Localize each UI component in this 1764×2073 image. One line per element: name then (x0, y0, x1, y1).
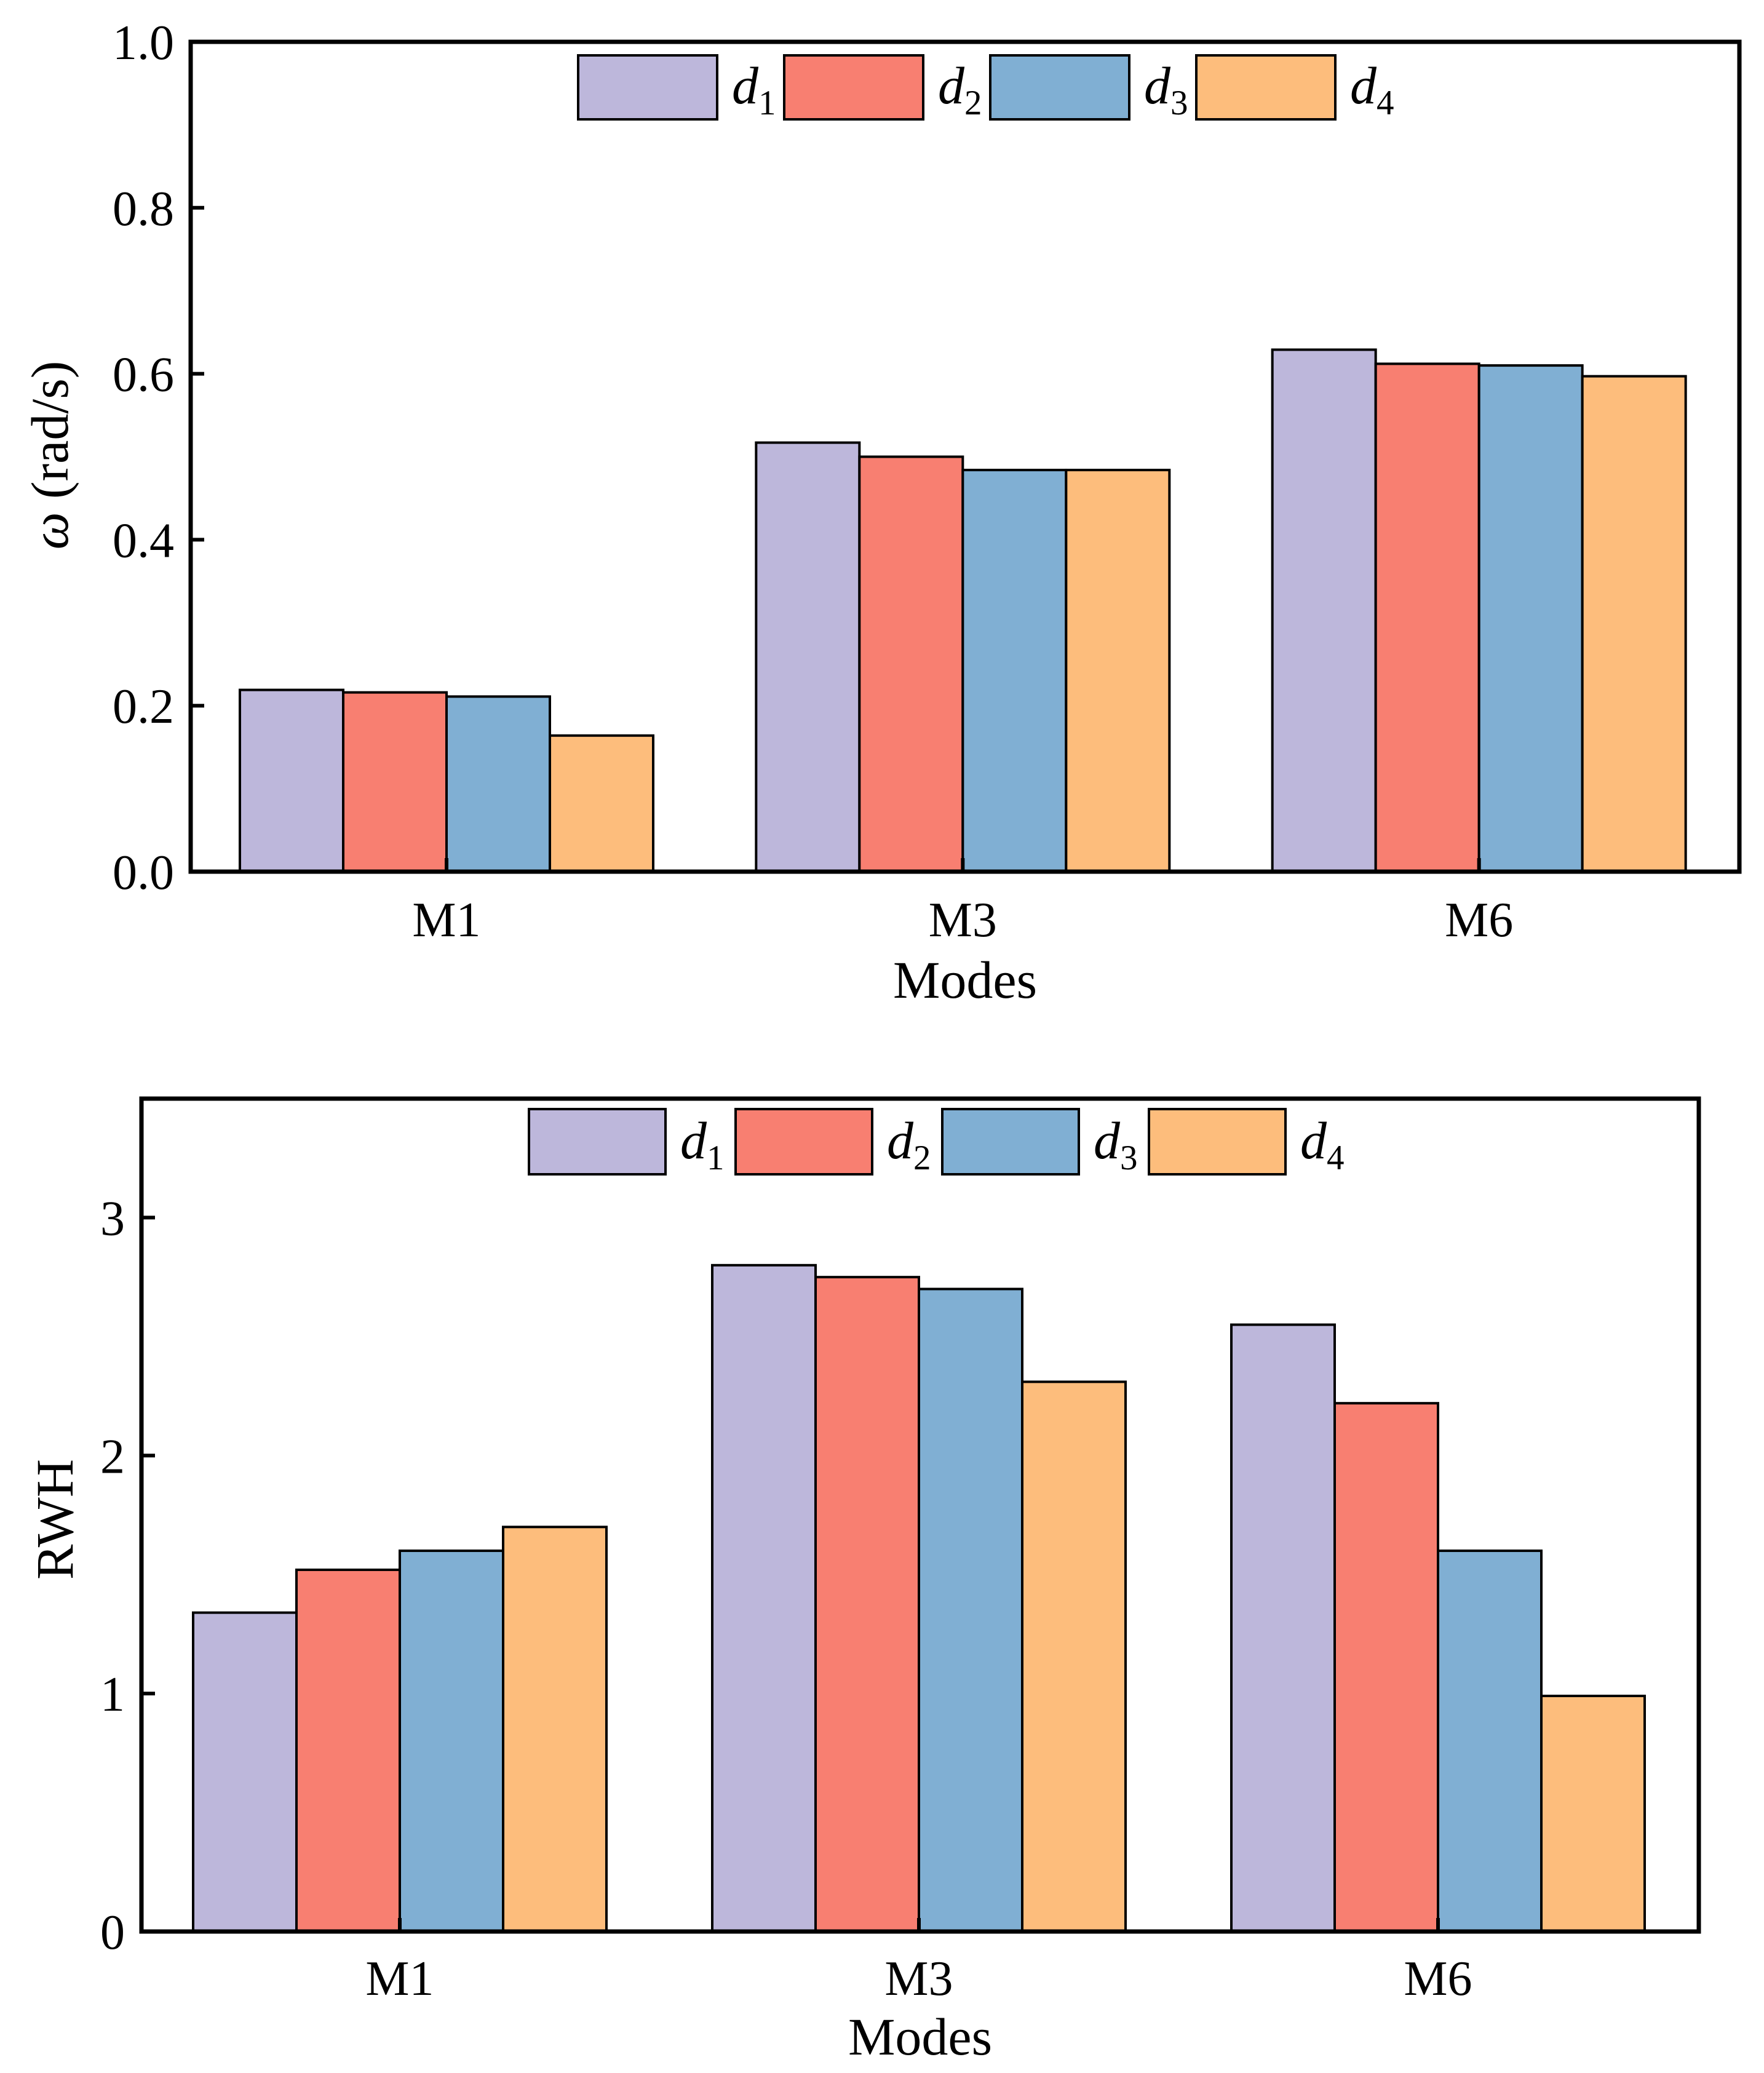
plot-frame (188, 39, 1742, 874)
legend-label-d3: d3 (1094, 1111, 1138, 1177)
legend-label-main: d (1144, 56, 1171, 115)
legend-label-d1: d1 (680, 1111, 725, 1177)
y-tick-label: 1 (100, 1668, 125, 1722)
legend-label-d3: d3 (1144, 56, 1188, 122)
bar-m3-d2 (814, 1276, 920, 1933)
y-tick-label: 3 (100, 1192, 125, 1246)
legend-swatch-d2 (783, 54, 924, 121)
y-tick-label: 0.0 (113, 846, 174, 900)
x-axis-label: Modes (893, 950, 1037, 1009)
legend-label-d1: d1 (732, 56, 776, 122)
x-tick-label: M3 (884, 1952, 953, 2006)
legend-label-subscript: 3 (1170, 84, 1188, 122)
legend-label-d2: d2 (887, 1111, 931, 1177)
bar-m3-d2 (858, 455, 964, 873)
bar-m1-d4 (502, 1526, 608, 1933)
legend-swatch-d3 (941, 1108, 1080, 1176)
legend-swatch-d4 (1195, 54, 1337, 121)
y-tick-label: 0.4 (113, 514, 174, 568)
bar-m1-d2 (342, 691, 448, 873)
legend: d1 d2 d3 d4 (577, 54, 1394, 122)
legend-label-main: d (1350, 56, 1377, 115)
legend-label-subscript: 3 (1120, 1139, 1138, 1177)
bar-m6-d3 (1437, 1550, 1543, 1933)
x-tick-label: M1 (365, 1952, 434, 2006)
legend-label-main: d (1300, 1111, 1327, 1170)
y-tick-label: 2 (100, 1430, 125, 1484)
y-axis-label: RWH (25, 1459, 84, 1580)
bar-m6-d4 (1581, 375, 1687, 873)
bar-m3-d3 (918, 1287, 1023, 1933)
bar-m6-d3 (1477, 364, 1584, 873)
legend-label-d4: d4 (1300, 1111, 1345, 1177)
y-tick-label: 0.8 (113, 182, 174, 236)
legend-label-main: d (680, 1111, 707, 1170)
bar-m3-d3 (961, 469, 1068, 873)
bar-m3-d4 (1021, 1380, 1127, 1933)
legend-label-subscript: 4 (1327, 1139, 1345, 1177)
y-axis-label-symbol: ω (20, 512, 79, 550)
bar-m1-d3 (445, 695, 551, 873)
bar-m1-d1 (192, 1611, 298, 1933)
bar-m1-d3 (399, 1550, 504, 1933)
bar-m6-d1 (1271, 348, 1377, 873)
y-tick-label: 1.0 (113, 16, 174, 70)
legend-label-subscript: 1 (707, 1139, 725, 1177)
legend-label-main: d (887, 1111, 914, 1170)
x-tick-label: M1 (412, 893, 480, 947)
legend-label-d4: d4 (1350, 56, 1394, 122)
bar-m6-d2 (1333, 1402, 1439, 1933)
legend-swatch-d4 (1148, 1108, 1287, 1176)
bar-m3-d1 (755, 441, 861, 873)
bar-m6-d4 (1540, 1695, 1646, 1933)
legend-swatch-d2 (734, 1108, 873, 1176)
legend-label-subscript: 4 (1377, 84, 1394, 122)
legend-swatch-d1 (577, 54, 718, 121)
legend-label-subscript: 1 (758, 84, 776, 122)
bar-m6-d1 (1230, 1323, 1336, 1933)
y-axis-label: ω (rad/s) (20, 361, 79, 550)
y-axis-label-text: RWH (25, 1459, 84, 1580)
legend-swatch-d1 (528, 1108, 667, 1176)
legend-swatch-d3 (989, 54, 1130, 121)
y-axis-label-text: (rad/s) (20, 361, 79, 512)
bar-m1-d2 (295, 1568, 401, 1933)
bar-m1-d1 (239, 688, 344, 873)
bar-m1-d4 (549, 734, 654, 873)
legend-label-main: d (732, 56, 759, 115)
bar-m3-d1 (711, 1263, 817, 1933)
bar-m3-d4 (1065, 469, 1171, 873)
legend-label-main: d (1094, 1111, 1121, 1170)
y-tick-label: 0.6 (113, 348, 174, 402)
x-axis-label: Modes (848, 2007, 992, 2066)
x-tick-label: M3 (929, 893, 997, 947)
x-tick-label: M6 (1404, 1952, 1472, 2006)
y-tick-label: 0 (100, 1906, 125, 1960)
legend-label-d2: d2 (938, 56, 982, 122)
y-tick-label: 0.2 (113, 680, 174, 734)
legend-label-subscript: 2 (964, 84, 982, 122)
legend: d1 d2 d3 d4 (528, 1108, 1345, 1177)
x-tick-label: M6 (1445, 893, 1513, 947)
legend-label-main: d (938, 56, 965, 115)
legend-label-subscript: 2 (913, 1139, 931, 1177)
bar-m6-d2 (1374, 362, 1480, 873)
